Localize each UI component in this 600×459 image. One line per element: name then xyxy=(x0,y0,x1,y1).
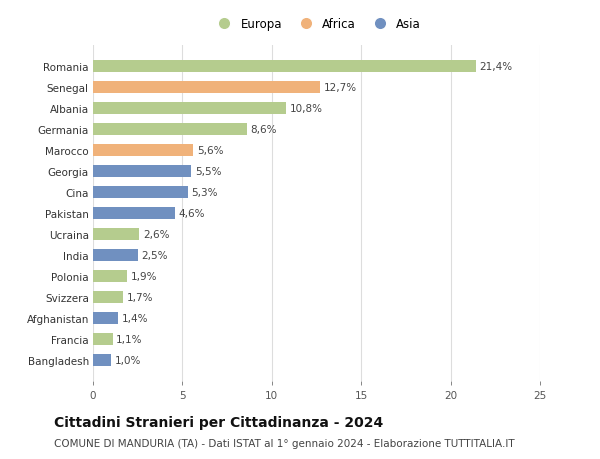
Bar xyxy=(93,291,124,303)
Bar xyxy=(93,82,320,94)
Bar xyxy=(93,61,476,73)
Text: 5,3%: 5,3% xyxy=(191,188,218,197)
Bar xyxy=(93,313,118,324)
Text: 2,6%: 2,6% xyxy=(143,230,170,239)
Text: 8,6%: 8,6% xyxy=(250,125,277,134)
Bar xyxy=(93,354,111,366)
Bar xyxy=(93,187,188,198)
Text: 4,6%: 4,6% xyxy=(179,208,205,218)
Bar xyxy=(93,250,138,261)
Text: 1,7%: 1,7% xyxy=(127,292,154,302)
Legend: Europa, Africa, Asia: Europa, Africa, Asia xyxy=(212,18,421,31)
Bar xyxy=(93,229,139,240)
Text: Cittadini Stranieri per Cittadinanza - 2024: Cittadini Stranieri per Cittadinanza - 2… xyxy=(54,415,383,429)
Text: COMUNE DI MANDURIA (TA) - Dati ISTAT al 1° gennaio 2024 - Elaborazione TUTTITALI: COMUNE DI MANDURIA (TA) - Dati ISTAT al … xyxy=(54,438,515,448)
Bar xyxy=(93,270,127,282)
Bar xyxy=(93,124,247,135)
Bar xyxy=(93,333,113,345)
Text: 1,4%: 1,4% xyxy=(122,313,148,323)
Text: 1,1%: 1,1% xyxy=(116,334,143,344)
Bar xyxy=(93,145,193,157)
Bar xyxy=(93,103,286,114)
Text: 5,6%: 5,6% xyxy=(197,146,223,156)
Text: 12,7%: 12,7% xyxy=(323,83,357,93)
Text: 1,0%: 1,0% xyxy=(115,355,141,365)
Text: 10,8%: 10,8% xyxy=(290,104,323,114)
Bar xyxy=(93,207,175,219)
Text: 21,4%: 21,4% xyxy=(479,62,512,72)
Text: 2,5%: 2,5% xyxy=(141,250,168,260)
Text: 5,5%: 5,5% xyxy=(195,167,221,177)
Bar xyxy=(93,166,191,177)
Text: 1,9%: 1,9% xyxy=(131,271,157,281)
